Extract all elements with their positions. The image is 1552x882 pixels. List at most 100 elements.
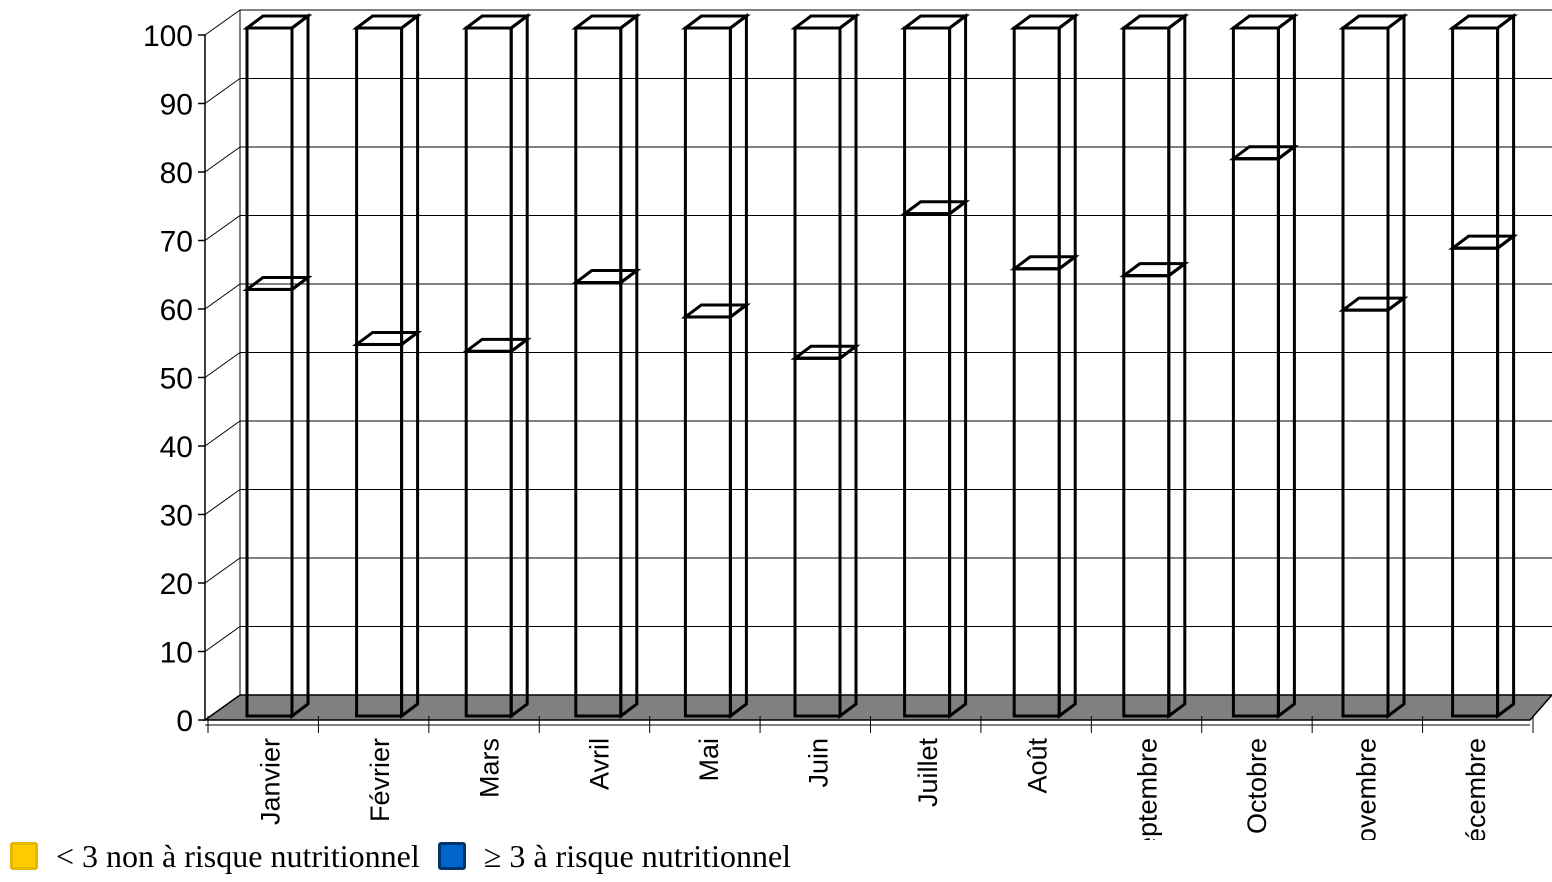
bar-segment [683, 26, 732, 319]
side-gridline [204, 9, 241, 36]
side-gridline [204, 78, 241, 104]
gridlines [204, 9, 1552, 695]
bar-side [1057, 253, 1077, 719]
bar-top [1228, 14, 1299, 30]
bar-side [1496, 13, 1516, 252]
y-tick-label: 40 [160, 431, 193, 464]
bar-side [290, 274, 310, 719]
y-tick-label: 100 [143, 20, 193, 53]
y-tick-label: 80 [160, 157, 193, 190]
bar-side [728, 301, 748, 719]
x-tick-label: Mars [475, 738, 505, 798]
bar-top [680, 14, 751, 30]
side-gridline [204, 626, 241, 652]
bar-top [242, 14, 313, 30]
legend-swatch-blue [437, 842, 466, 870]
bar-segment [903, 212, 952, 718]
bar-top [900, 14, 971, 30]
bar-segment [1122, 26, 1171, 278]
x-axis-labels: Janvier Février Mars Avril Mai Juin Juillet Aoû… [256, 738, 1492, 840]
bar-side [1276, 143, 1296, 719]
x-tick-label: Avril [584, 738, 614, 790]
bar-segment [903, 26, 952, 216]
bar-side [290, 13, 310, 293]
y-tick-label: 90 [160, 89, 193, 122]
side-gridline [204, 215, 241, 241]
bar-segment [1231, 157, 1280, 718]
bar-side [619, 13, 639, 286]
bar-top [1448, 14, 1519, 30]
bar-segment [1451, 246, 1500, 718]
x-tick-label: Décembre [1461, 738, 1491, 840]
legend-label-below-3: < 3 non à risque nutritionnel [56, 837, 420, 874]
chart-floor [202, 694, 1552, 721]
floor-plane [202, 694, 1552, 721]
bar-side [1386, 13, 1406, 314]
bars [242, 13, 1519, 719]
y-tick-label: 50 [160, 363, 193, 396]
bar-top [1119, 14, 1190, 30]
bar-segment [793, 26, 842, 360]
legend-item-3-or-more: ≥ 3 à risque nutritionnel [437, 837, 792, 875]
x-tick-label: Septembre [1132, 738, 1162, 840]
bar-segment [355, 26, 404, 346]
side-gridline [204, 420, 241, 447]
legend-swatch-yellow [10, 842, 38, 870]
bar-side [1057, 13, 1077, 272]
bar-segment [1341, 26, 1390, 312]
bar-segment [1012, 267, 1061, 718]
bar-side [1386, 295, 1406, 719]
bar-top [461, 14, 532, 30]
bar-top [1009, 14, 1080, 30]
x-tick-label: Octobre [1242, 738, 1272, 834]
bar-segment [464, 26, 513, 353]
bar-segment [683, 315, 732, 718]
side-gridline [204, 489, 241, 515]
bar-side [1276, 13, 1296, 162]
legend: < 3 non à risque nutritionnel ≥ 3 à risq… [10, 836, 809, 876]
legend-item-below-3: < 3 non à risque nutritionnel [10, 838, 420, 875]
y-tick-label: 0 [176, 705, 193, 738]
bar-side [400, 13, 420, 348]
y-tick-label: 60 [160, 294, 193, 327]
side-gridline [204, 557, 241, 584]
bar-segment [245, 26, 294, 291]
side-gridline [204, 352, 241, 378]
y-tick-label: 20 [160, 568, 193, 601]
side-gridline [204, 283, 241, 310]
bar-top [571, 14, 642, 30]
y-tick-label: 70 [160, 226, 193, 259]
x-tick-label: Juin [804, 738, 834, 788]
bar-segment [1231, 26, 1280, 161]
bar-side [619, 267, 639, 719]
bar-side [948, 13, 968, 217]
bar-segment [245, 287, 294, 718]
bar-top [352, 14, 423, 30]
bar-top [1338, 14, 1409, 30]
bar-segment [1341, 308, 1390, 718]
bar-side [838, 13, 858, 362]
bar-top [790, 14, 861, 30]
bar-side [838, 343, 858, 719]
bar-segment [1012, 26, 1061, 271]
bar-segment [1122, 274, 1171, 718]
bar-segment [574, 281, 623, 718]
x-tick-label: Mai [694, 738, 724, 782]
bar-segment [355, 342, 404, 718]
x-tick-label: Février [365, 738, 395, 822]
x-tick-label: Novembre [1352, 738, 1382, 840]
bar-side [509, 336, 529, 719]
y-tick-label: 10 [160, 637, 193, 670]
bar-segment [574, 26, 623, 285]
bar-side [400, 329, 420, 719]
x-tick-label: Juillet [913, 738, 943, 808]
bar-side [728, 13, 748, 320]
bar-segment [464, 349, 513, 718]
legend-label-3-or-more: ≥ 3 à risque nutritionnel [483, 837, 792, 874]
stacked-bar-chart: 0 10 20 30 40 50 60 70 80 90 100 Janvier Février Mar… [143, 9, 1552, 840]
bar-segment [793, 356, 842, 718]
x-tick-label: Janvier [256, 738, 286, 825]
x-tick-label: Août [1023, 738, 1053, 794]
y-tick-label: 30 [160, 500, 193, 533]
side-gridline [204, 146, 241, 173]
